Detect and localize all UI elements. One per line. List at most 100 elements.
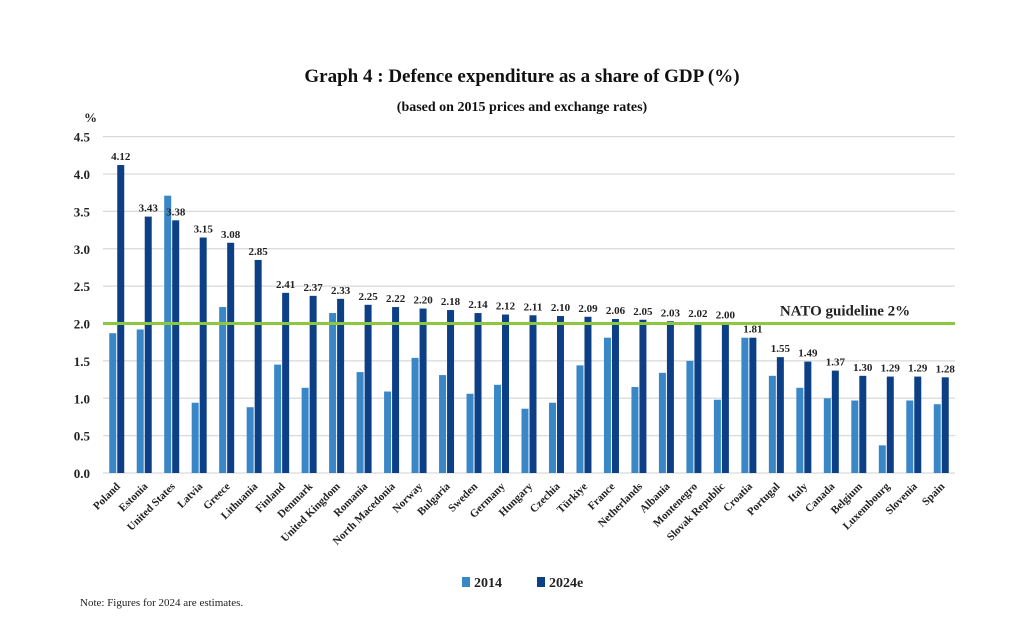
bar-2024e [502, 314, 510, 473]
y-tick-label: 4.5 [74, 130, 91, 145]
bar-2024e [584, 316, 592, 473]
bar-2024e [172, 220, 180, 473]
bar-2024e [666, 321, 674, 473]
data-label: 2.14 [468, 299, 488, 311]
x-tick-label: Latvia [175, 480, 205, 510]
bar-2024e [914, 376, 922, 473]
data-label: 3.38 [166, 206, 186, 218]
x-tick-label: Türkiye [555, 481, 590, 516]
bar-2014 [713, 399, 721, 473]
data-label: 2.11 [524, 301, 543, 313]
data-label: 3.43 [139, 203, 159, 215]
bar-2024e [831, 370, 839, 473]
data-label: 1.29 [881, 363, 901, 375]
bar-2024e [254, 259, 262, 473]
bar-2024e [117, 165, 125, 473]
bar-2024e [804, 361, 812, 473]
data-label: 2.00 [716, 310, 736, 322]
legend-label-2024e: 2024e [549, 576, 583, 591]
bar-2024e [309, 295, 317, 473]
bar-2024e [529, 315, 537, 473]
bar-2014 [576, 365, 584, 473]
y-tick-label: 2.0 [74, 317, 90, 332]
bar-2024e [941, 377, 949, 473]
data-label: 2.02 [688, 308, 708, 320]
bar-2024e [419, 308, 427, 473]
bar-2014 [658, 372, 666, 473]
data-label: 4.12 [111, 151, 131, 163]
data-label: 2.37 [304, 282, 324, 294]
data-label: 2.09 [578, 303, 598, 315]
data-label: 2.18 [441, 296, 461, 308]
y-axis-label: % [84, 110, 97, 125]
y-tick-label: 1.5 [74, 354, 91, 369]
y-tick-label: 3.5 [74, 204, 91, 219]
x-tick-label: Spain [920, 481, 948, 509]
bar-2024e [337, 298, 345, 473]
chart-note: Note: Figures for 2024 are estimates. [80, 597, 244, 609]
bar-2024e [227, 242, 235, 473]
bar-2014 [823, 398, 831, 473]
data-label: 2.12 [496, 301, 516, 313]
bar-2014 [603, 337, 611, 473]
data-label: 2.85 [249, 246, 269, 258]
chart-title: Graph 4 : Defence expenditure as a share… [304, 66, 740, 87]
y-tick-label: 4.0 [74, 167, 90, 182]
bar-2014 [384, 391, 392, 473]
y-tick-label: 0.5 [74, 429, 91, 444]
bar-2014 [521, 408, 529, 473]
bar-2014 [631, 387, 639, 473]
bar-2014 [301, 387, 309, 473]
bar-2024e [199, 237, 207, 473]
data-label: 2.25 [358, 291, 378, 303]
data-label: 3.15 [194, 224, 214, 236]
bar-2014 [878, 445, 886, 473]
legend-label-2014: 2014 [474, 576, 502, 591]
data-label: 2.22 [386, 293, 406, 305]
bar-2014 [466, 393, 474, 473]
bar-2024e [721, 323, 729, 473]
data-label: 2.05 [633, 306, 653, 318]
bar-2024e [859, 375, 867, 473]
bar-2014 [439, 375, 447, 473]
bar-2014 [768, 375, 776, 473]
bar-2014 [933, 404, 941, 473]
bar-2024e [749, 337, 757, 473]
bar-2014 [411, 357, 419, 473]
bar-2014 [109, 333, 117, 473]
bar-2024e [447, 310, 455, 473]
bar-2014 [741, 337, 749, 473]
legend-swatch-2024e [537, 577, 545, 587]
bar-2014 [246, 407, 254, 473]
bar-2014 [796, 387, 804, 473]
bar-2014 [274, 364, 282, 473]
bar-2014 [851, 400, 859, 473]
data-label: 1.28 [936, 363, 956, 375]
bar-2014 [136, 329, 144, 473]
data-label: 2.41 [276, 279, 295, 291]
bar-2024e [556, 316, 564, 473]
data-label: 1.37 [826, 357, 846, 369]
bar-2014 [494, 384, 502, 473]
y-tick-label: 1.0 [74, 391, 90, 406]
bar-2024e [282, 292, 290, 473]
bar-2014 [356, 372, 364, 473]
data-label: 1.30 [853, 362, 873, 374]
x-tick-label: Italy [786, 480, 810, 504]
bar-2024e [776, 357, 784, 473]
bar-2014 [906, 400, 914, 473]
data-label: 2.03 [661, 307, 681, 319]
bar-2024e [639, 319, 647, 473]
data-label: 1.49 [798, 348, 818, 360]
bar-2024e [144, 216, 152, 474]
data-label: 1.55 [771, 343, 791, 355]
data-label: 1.29 [908, 363, 928, 375]
bar-2024e [392, 307, 400, 473]
y-tick-label: 0.0 [74, 466, 90, 481]
bar-2024e [474, 313, 482, 473]
bar-2014 [329, 313, 337, 473]
data-label: 1.81 [743, 324, 762, 336]
nato-guideline-label: NATO guideline 2% [780, 304, 910, 320]
bar-2024e [611, 319, 619, 473]
